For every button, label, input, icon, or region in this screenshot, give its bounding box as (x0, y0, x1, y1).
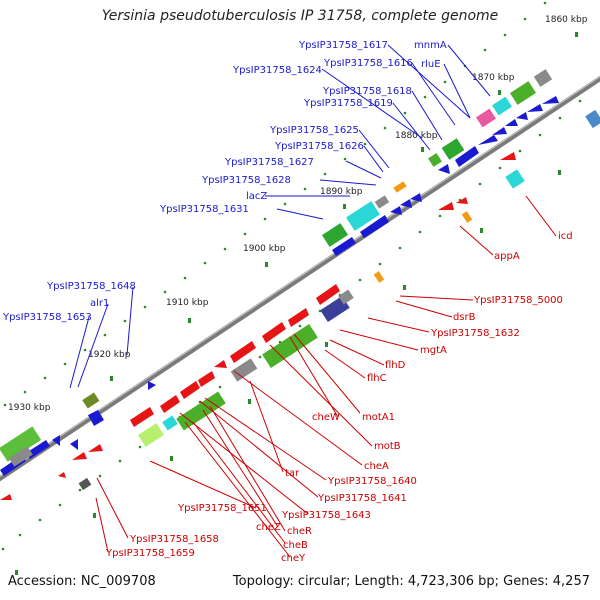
gene-label-ypsip31758-1651[interactable]: YpsIP31758_1651 (177, 503, 267, 514)
gene-label-ypsip31758-1640[interactable]: YpsIP31758_1640 (327, 476, 417, 487)
gene-label-chea[interactable]: cheA (364, 461, 389, 472)
gene-label-mnma[interactable]: mnmA (414, 40, 447, 51)
gene-label-flhc[interactable]: flhC (367, 373, 387, 384)
gene-label-chew[interactable]: cheW (312, 412, 340, 423)
tick-label-1870: 1870 kbp (472, 73, 515, 83)
gene-label-ypsip31758-1625[interactable]: YpsIP31758_1625 (269, 125, 359, 136)
gene-label-appa[interactable]: appA (494, 251, 520, 262)
tick-label-1860: 1860 kbp (545, 15, 588, 25)
tick-label-1930: 1930 kbp (8, 403, 51, 413)
gene-label-ypsip31758-1658[interactable]: YpsIP31758_1658 (129, 534, 219, 545)
gene-label-ypsip31758-1659[interactable]: YpsIP31758_1659 (105, 548, 195, 559)
gene-label-ypsip31758-1619[interactable]: YpsIP31758_1619 (303, 98, 393, 109)
reverse-leader-lines (95, 195, 557, 558)
gene-label-tar[interactable]: tar (285, 468, 300, 479)
reverse-strand-genes (0, 152, 516, 500)
gene-label-ypsip31758-1626[interactable]: YpsIP31758_1626 (274, 141, 364, 152)
gene-label-ypsip31758-1617[interactable]: YpsIP31758_1617 (298, 40, 388, 51)
genome-summary-text: Topology: circular; Length: 4,723,306 bp… (232, 574, 590, 589)
gene-label-ypsip31758-1641[interactable]: YpsIP31758_1641 (317, 493, 407, 504)
gene-label-mgta[interactable]: mgtA (420, 345, 447, 356)
gene-label-chey[interactable]: cheY (281, 553, 306, 564)
gene-label-ypsip31758-1632[interactable]: YpsIP31758_1632 (430, 328, 520, 339)
gene-label-cheb[interactable]: cheB (283, 540, 308, 551)
accession-text: Accession: NC_009708 (8, 574, 156, 589)
gene-label-icd[interactable]: icd (558, 231, 573, 242)
tick-label-1900: 1900 kbp (243, 244, 286, 254)
gene-label-ypsip31758-1628[interactable]: YpsIP31758_1628 (201, 175, 291, 186)
kbp-tick-marks (15, 32, 578, 575)
gene-label-ypsip31758-1643[interactable]: YpsIP31758_1643 (281, 510, 371, 521)
gene-label-ypsip31758-5000[interactable]: YpsIP31758_5000 (473, 295, 563, 306)
gene-label-ypsip31758-1627[interactable]: YpsIP31758_1627 (224, 157, 314, 168)
gene-label-flhd[interactable]: flhD (385, 360, 406, 371)
gene-label-lacz[interactable]: lacZ (246, 191, 267, 202)
gene-label-chez[interactable]: cheZ (256, 522, 281, 533)
tick-label-1880: 1880 kbp (395, 131, 438, 141)
tick-label-1910: 1910 kbp (166, 298, 209, 308)
gene-label-alr1[interactable]: alr1 (90, 298, 109, 309)
gene-label-ypsip31758-1624[interactable]: YpsIP31758_1624 (232, 65, 322, 76)
gene-label-rlue[interactable]: rluE (421, 59, 441, 70)
tick-label-1890: 1890 kbp (320, 187, 363, 197)
gene-label-ypsip31758-1631[interactable]: YpsIP31758_1631 (159, 204, 249, 215)
forward-leader-lines (69, 44, 491, 389)
gene-label-ypsip31758-1616[interactable]: YpsIP31758_1616 (323, 58, 413, 69)
gene-label-ypsip31758-1653[interactable]: YpsIP31758_1653 (2, 312, 92, 323)
tick-label-1920: 1920 kbp (88, 350, 131, 360)
gene-label-cher[interactable]: cheR (287, 526, 312, 537)
forward-colored-blocks (0, 69, 553, 467)
gene-label-mota1[interactable]: motA1 (362, 412, 395, 423)
gene-label-motb[interactable]: motB (374, 441, 401, 452)
gene-label-ypsip31758-1648[interactable]: YpsIP31758_1648 (46, 281, 136, 292)
map-title: Yersinia pseudotuberculosis IP 31758, co… (101, 8, 499, 24)
gene-label-dsrb[interactable]: dsrB (453, 312, 476, 323)
reverse-colored-blocks (78, 109, 600, 491)
gene-label-ypsip31758-1618[interactable]: YpsIP31758_1618 (322, 86, 412, 97)
